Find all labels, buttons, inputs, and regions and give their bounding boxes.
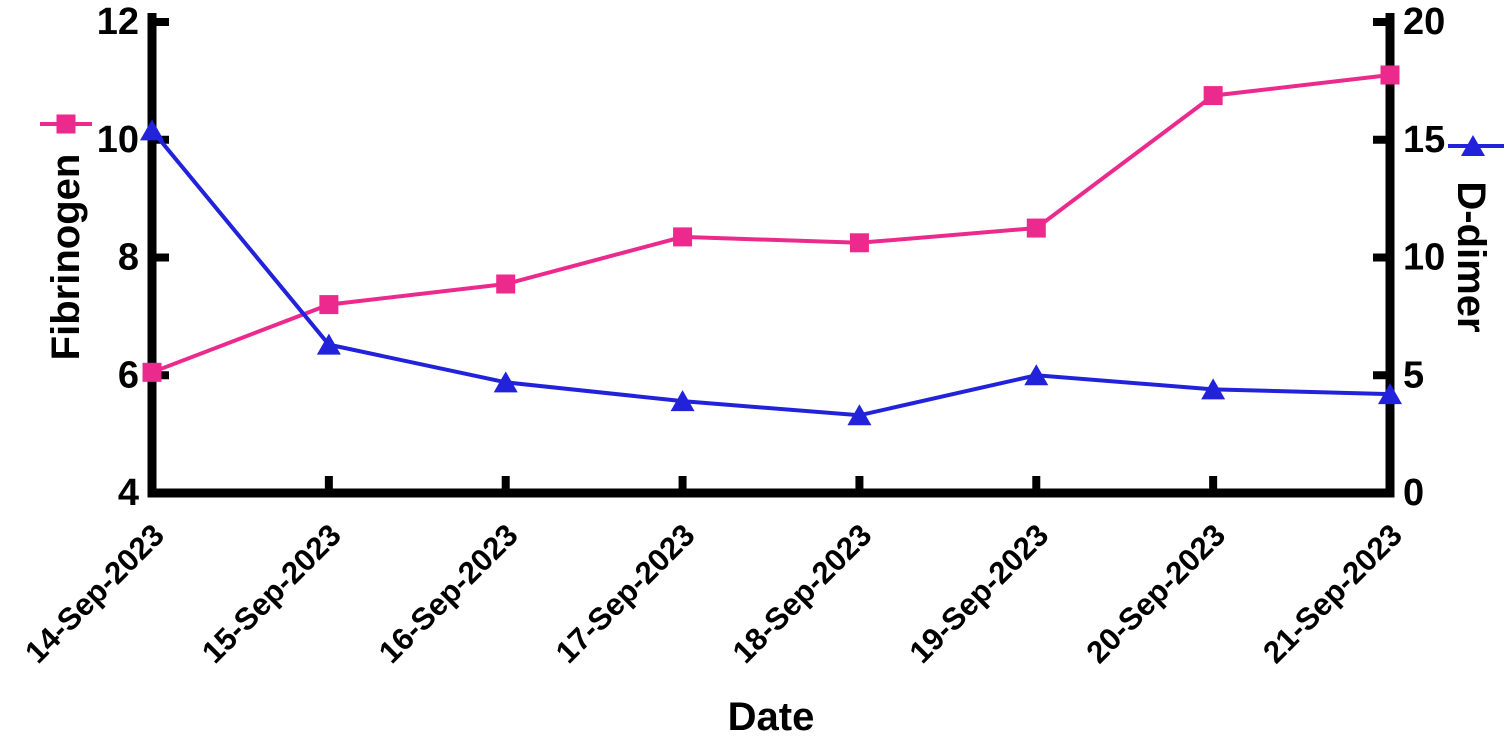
axis-spines <box>147 13 1395 498</box>
x-axis-tick-label: 14-Sep-2023 <box>18 517 171 670</box>
x-axis-tick-label: 15-Sep-2023 <box>195 517 348 670</box>
series-layer <box>140 65 1402 426</box>
d-dimer-point-marker <box>1024 364 1049 386</box>
fibrinogen-line <box>151 73 1391 375</box>
left-axis-tick-label: 10 <box>97 119 139 161</box>
x-axis-title: Date <box>728 695 815 739</box>
left-axis-title: Fibrinogen <box>44 154 88 361</box>
x-axis-tick-label: 20-Sep-2023 <box>1079 517 1232 670</box>
fibrinogen-point-marker <box>673 227 693 247</box>
d-dimer-point-marker <box>140 119 164 141</box>
d-dimer-line <box>150 129 1391 418</box>
titles-layer: Fibrinogen D-dimer Date <box>44 154 1493 739</box>
d-dimer-point-marker <box>316 333 341 355</box>
right-axis-tick-label: 5 <box>1403 354 1424 396</box>
left-axis-tick-label: 4 <box>118 472 139 514</box>
d-dimer-legend-triangle-icon <box>1461 135 1485 156</box>
right-axis-tick-label: 10 <box>1403 237 1445 279</box>
x-axis-tick-label: 19-Sep-2023 <box>903 517 1056 670</box>
left-axis-tick-label: 12 <box>97 1 139 43</box>
right-axis-title: D-dimer <box>1449 181 1493 332</box>
d-dimer-point-marker <box>1201 378 1226 400</box>
fibrinogen-legend-square-icon <box>56 114 76 134</box>
fibrinogen-point-marker <box>1380 65 1400 85</box>
right-axis-tick-label: 0 <box>1403 472 1424 514</box>
x-axis-tick-label: 18-Sep-2023 <box>726 517 879 670</box>
d-dimer-point-marker <box>1378 383 1402 405</box>
left-axis-tick-label: 6 <box>118 354 139 396</box>
fibrinogen-point-marker <box>142 362 162 382</box>
x-axis-tick-label: 21-Sep-2023 <box>1256 517 1409 670</box>
left-axis-tick-label: 8 <box>118 237 139 279</box>
x-axis-tick-label: 17-Sep-2023 <box>549 517 702 670</box>
fibrinogen-point-marker <box>319 295 339 315</box>
fibrinogen-point-marker <box>1203 86 1223 106</box>
x-axis-tick-label: 16-Sep-2023 <box>372 517 525 670</box>
fibrinogen-point-marker <box>1026 218 1046 238</box>
right-axis-tick-label: 15 <box>1403 119 1445 161</box>
fibrinogen-point-marker <box>849 233 869 253</box>
right-axis-tick-label: 20 <box>1403 1 1445 43</box>
fibrinogen-point-marker <box>496 274 516 294</box>
d-dimer-point-marker <box>670 390 695 412</box>
d-dimer-point-marker <box>493 371 518 393</box>
legend-layer <box>40 114 1504 156</box>
d-dimer-point-marker <box>847 404 872 426</box>
axes-layer: 4 6 8 10 12 0 5 10 15 20 14-Sep-2023 15-Sep-2023 16-… <box>18 1 1445 670</box>
